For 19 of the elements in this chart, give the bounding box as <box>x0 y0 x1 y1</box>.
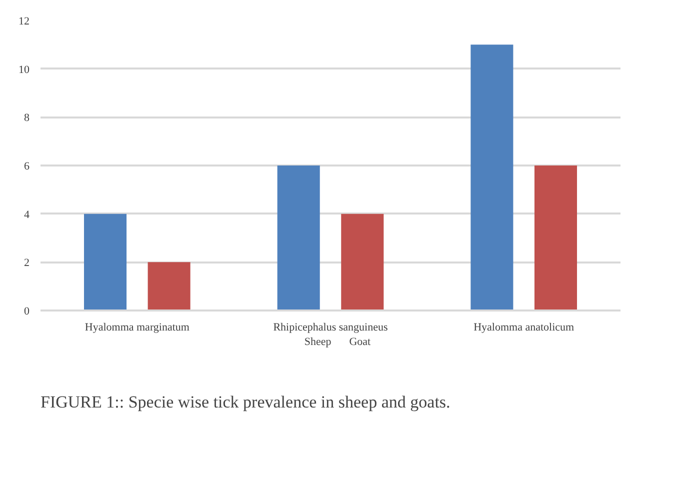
y-tick-label: 8 <box>24 112 30 124</box>
x-tick-label: Hyalomma marginatum <box>84 322 190 334</box>
y-tick-label: 4 <box>24 208 30 221</box>
caption: FIGURE 1:: Specie wise tick prevalence in sheep and goats. <box>40 392 450 412</box>
bar <box>84 214 127 310</box>
text: Sheep <box>304 336 332 348</box>
bar <box>534 166 577 310</box>
bar <box>341 214 384 310</box>
y-tick-label: 0 <box>24 306 30 318</box>
bar <box>148 262 190 310</box>
y-tick-label: 6 <box>24 160 30 172</box>
y-tick-label: 10 <box>18 64 30 76</box>
y-tick-label: 2 <box>24 257 30 270</box>
bar <box>470 44 514 310</box>
y-tick-label: 12 <box>18 16 30 28</box>
x-tick-label: Rhipicephalus sanguineus <box>273 322 388 334</box>
bar <box>277 166 320 310</box>
x-tick-label: Hyalomma anatolicum <box>474 322 575 334</box>
text: Goat <box>349 336 371 348</box>
